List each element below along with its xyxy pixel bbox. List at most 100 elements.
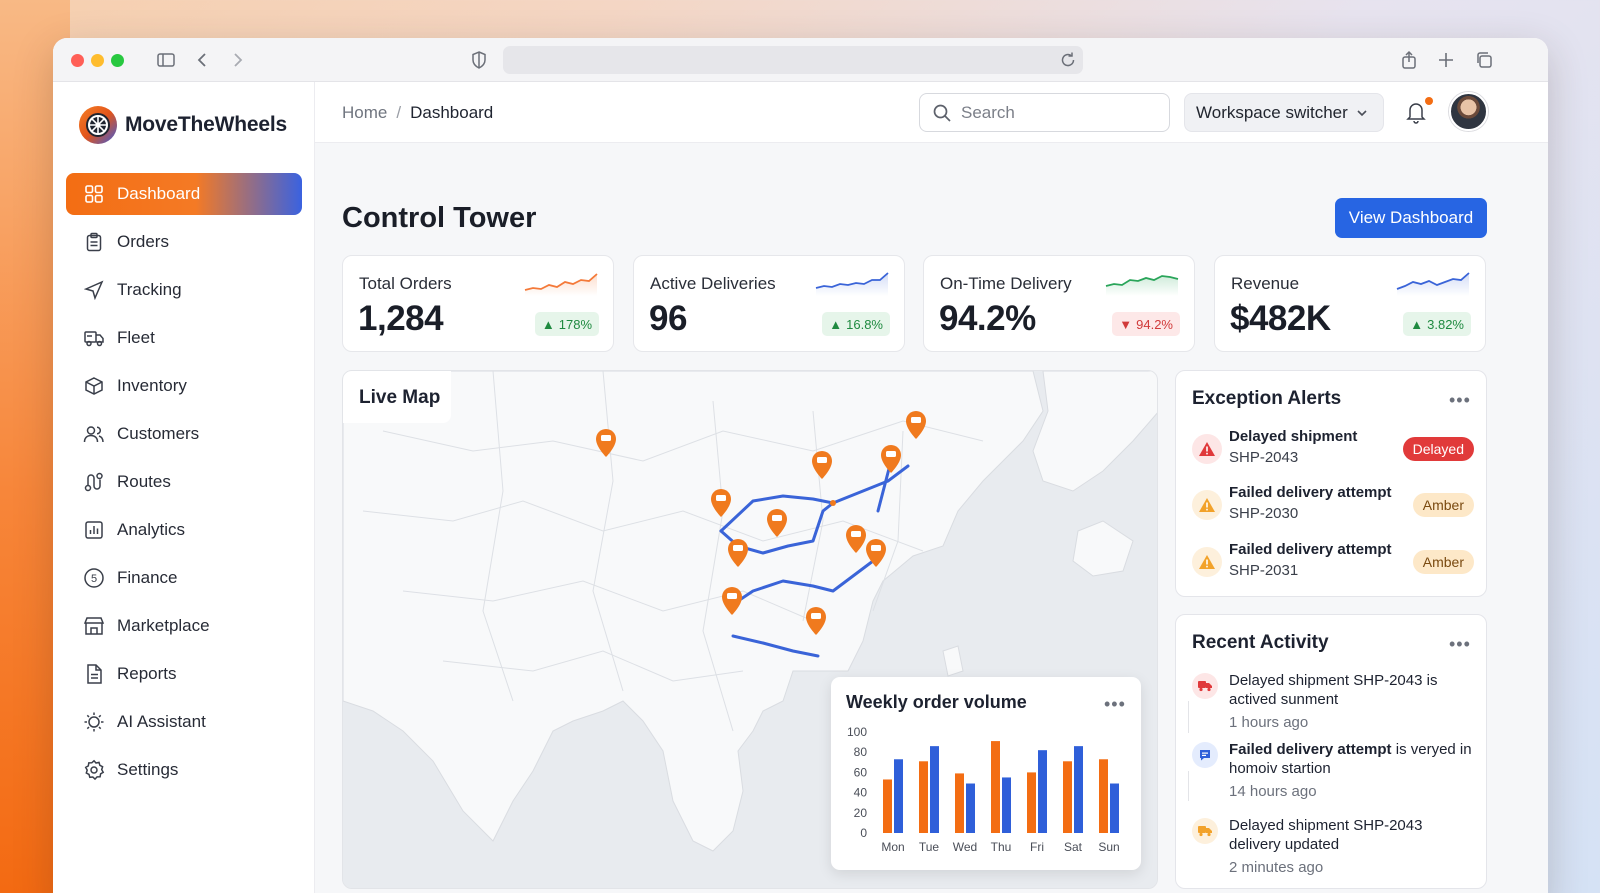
sidebar-item-routes[interactable]: Routes	[66, 461, 302, 503]
browser-titlebar	[53, 38, 1548, 82]
map-pin[interactable]	[906, 411, 926, 439]
timeline-line	[1188, 771, 1189, 801]
chart-title: Weekly order volume	[846, 692, 1027, 712]
chart-bar	[1027, 772, 1036, 833]
chart-bar	[991, 741, 1000, 833]
search-box[interactable]	[919, 93, 1170, 132]
sidebar: MoveTheWheels Dashboard Orders Tracking …	[53, 82, 315, 893]
alert-id: SHP-2043	[1229, 449, 1299, 466]
more-options-icon[interactable]: •••	[1449, 390, 1471, 410]
svg-text:5: 5	[91, 573, 97, 585]
sidebar-item-label: Analytics	[117, 520, 186, 539]
map-pin[interactable]	[722, 587, 742, 615]
sparkline	[815, 272, 889, 296]
map-pin[interactable]	[711, 489, 731, 517]
address-bar[interactable]	[503, 46, 1083, 74]
route-icon	[83, 471, 105, 493]
stat-card-on-time-delivery[interactable]: On-Time Delivery 94.2% ▼ 94.2%	[923, 255, 1195, 352]
sidebar-item-tracking[interactable]: Tracking	[66, 269, 302, 311]
trend-up-icon: ▲	[541, 316, 555, 332]
sidebar-item-label: Dashboard	[117, 184, 201, 203]
more-options-icon[interactable]: •••	[1104, 694, 1126, 714]
tabs-icon[interactable]	[1474, 50, 1494, 70]
sidebar-item-settings[interactable]: Settings	[66, 749, 302, 791]
breadcrumb-home[interactable]: Home	[342, 103, 388, 122]
workspace-switcher[interactable]: Workspace switcher	[1184, 93, 1384, 132]
sidebar-item-orders[interactable]: Orders	[66, 221, 302, 263]
sidebar-item-inventory[interactable]: Inventory	[66, 365, 302, 407]
sidebar-item-fleet[interactable]: Fleet	[66, 317, 302, 359]
y-tick-label: 0	[860, 826, 867, 840]
sidebar-toggle-icon[interactable]	[156, 50, 176, 70]
share-icon[interactable]	[1399, 50, 1419, 70]
map-pin[interactable]	[846, 525, 866, 553]
x-tick-label: Sun	[1098, 840, 1119, 854]
map-pin[interactable]	[866, 539, 886, 567]
alert-item[interactable]: Failed delivery attempt SHP-2031 Amber	[1192, 541, 1474, 587]
trend-down-icon: ▼	[1119, 316, 1133, 332]
status-badge: Delayed	[1402, 437, 1474, 461]
gear-icon	[83, 759, 105, 781]
map-pin[interactable]	[596, 429, 616, 457]
sidebar-item-marketplace[interactable]: Marketplace	[66, 605, 302, 647]
map-pin[interactable]	[767, 509, 787, 537]
chart-bar	[1074, 746, 1083, 833]
sidebar-item-label: Routes	[117, 472, 171, 491]
sidebar-item-label: Customers	[117, 424, 200, 443]
top-bar: Home / Dashboard Workspace switcher	[315, 82, 1548, 143]
grid-icon	[83, 183, 105, 205]
alert-item[interactable]: Delayed shipment SHP-2043 Delayed	[1192, 428, 1474, 474]
truck-icon	[83, 327, 105, 349]
sidebar-item-ai-assistant[interactable]: AI Assistant	[66, 701, 302, 743]
map-pin[interactable]	[812, 451, 832, 479]
y-tick-label: 40	[854, 786, 868, 800]
stat-value: 96	[649, 299, 687, 338]
stat-label: Total Orders	[359, 274, 452, 293]
back-icon[interactable]	[193, 50, 213, 70]
stat-card-revenue[interactable]: Revenue $482K ▲ 3.82%	[1214, 255, 1486, 352]
alert-item[interactable]: Failed delivery attempt SHP-2030 Amber	[1192, 484, 1474, 530]
activity-time: 2 minutes ago	[1229, 859, 1324, 876]
stat-card-total-orders[interactable]: Total Orders 1,284 ▲ 178%	[342, 255, 614, 352]
activity-text-strong: Failed delivery attempt	[1229, 741, 1392, 758]
new-tab-icon[interactable]	[1436, 50, 1456, 70]
x-tick-label: Sat	[1064, 840, 1083, 854]
sidebar-item-analytics[interactable]: Analytics	[66, 509, 302, 551]
warning-icon	[1192, 490, 1222, 520]
map-pin[interactable]	[728, 539, 748, 567]
avatar[interactable]	[1449, 92, 1488, 131]
brand[interactable]: MoveTheWheels	[79, 106, 287, 144]
minimize-window-button[interactable]	[91, 54, 104, 67]
exception-alerts-card: Exception Alerts ••• Delayed shipment SH…	[1175, 370, 1487, 597]
reload-icon[interactable]	[1058, 50, 1078, 70]
x-tick-label: Mon	[881, 840, 904, 854]
forward-icon[interactable]	[227, 50, 247, 70]
more-options-icon[interactable]: •••	[1449, 634, 1471, 654]
live-map-card[interactable]: Live Map Weekly order volume ••• 0 20 40 60…	[342, 370, 1158, 889]
sidebar-item-label: Inventory	[117, 376, 187, 395]
x-tick-label: Tue	[919, 840, 940, 854]
bell-icon[interactable]	[1405, 100, 1427, 124]
chart-bar	[919, 761, 928, 833]
sidebar-item-dashboard[interactable]: Dashboard	[66, 173, 302, 215]
sidebar-item-label: Fleet	[117, 328, 155, 347]
sidebar-item-customers[interactable]: Customers	[66, 413, 302, 455]
alert-title: Delayed shipment	[1229, 428, 1358, 445]
dollar-circle-icon: 5	[83, 567, 105, 589]
alert-id: SHP-2030	[1229, 505, 1299, 522]
chart-bar	[1110, 783, 1119, 833]
map-pin[interactable]	[806, 607, 826, 635]
stat-card-active-deliveries[interactable]: Active Deliveries 96 ▲ 16.8%	[633, 255, 905, 352]
close-window-button[interactable]	[71, 54, 84, 67]
map-pin[interactable]	[881, 445, 901, 473]
map-pins[interactable]	[596, 411, 926, 635]
breadcrumb-current: Dashboard	[410, 103, 494, 122]
view-dashboard-button[interactable]: View Dashboard	[1335, 198, 1487, 238]
status-badge: ▲ 3.82%	[1403, 312, 1471, 336]
search-input[interactable]	[961, 102, 1151, 123]
maximize-window-button[interactable]	[111, 54, 124, 67]
sidebar-item-finance[interactable]: 5 Finance	[66, 557, 302, 599]
weekly-order-chart: 0 20 40 60 80 100 Mon Tue Wed Thu Fri Sat Sun	[847, 725, 1120, 854]
sidebar-item-reports[interactable]: Reports	[66, 653, 302, 695]
sparkline	[1105, 275, 1179, 296]
